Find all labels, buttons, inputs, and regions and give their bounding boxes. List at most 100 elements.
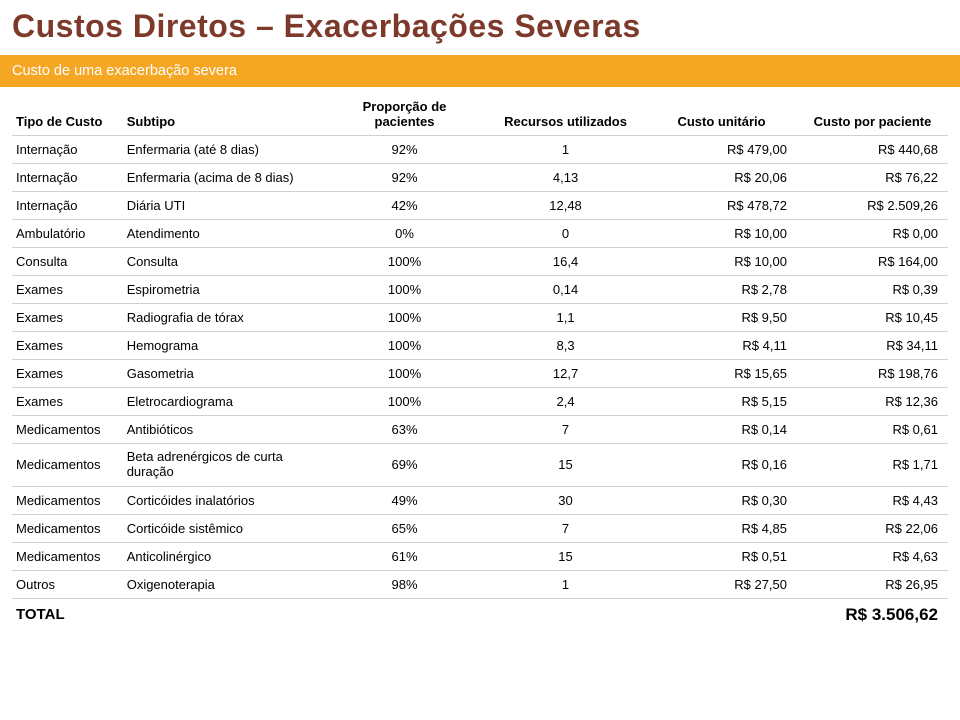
- cell-unitario: R$ 2,78: [646, 276, 797, 304]
- cell-unitario: R$ 27,50: [646, 570, 797, 598]
- cell-paciente: R$ 2.509,26: [797, 192, 948, 220]
- cell-unitario: R$ 0,51: [646, 542, 797, 570]
- cell-subtipo: Corticóides inalatórios: [123, 486, 324, 514]
- table-row: MedicamentosCorticóide sistêmico65%7R$ 4…: [12, 514, 948, 542]
- cell-recursos: 8,3: [485, 332, 646, 360]
- cell-paciente: R$ 0,39: [797, 276, 948, 304]
- cell-proporcao: 49%: [324, 486, 485, 514]
- cell-paciente: R$ 198,76: [797, 360, 948, 388]
- cell-unitario: R$ 10,00: [646, 220, 797, 248]
- cell-tipo: Ambulatório: [12, 220, 123, 248]
- cell-tipo: Internação: [12, 192, 123, 220]
- cell-recursos: 7: [485, 514, 646, 542]
- cost-table-wrap: Tipo de Custo Subtipo Proporção de pacie…: [0, 87, 960, 631]
- cell-proporcao: 65%: [324, 514, 485, 542]
- cell-recursos: 12,48: [485, 192, 646, 220]
- cell-paciente: R$ 26,95: [797, 570, 948, 598]
- table-row: MedicamentosAnticolinérgico61%15R$ 0,51R…: [12, 542, 948, 570]
- table-row: OutrosOxigenoterapia98%1R$ 27,50R$ 26,95: [12, 570, 948, 598]
- table-row: InternaçãoEnfermaria (até 8 dias)92%1R$ …: [12, 136, 948, 164]
- table-row: ConsultaConsulta100%16,4R$ 10,00R$ 164,0…: [12, 248, 948, 276]
- cell-recursos: 30: [485, 486, 646, 514]
- cell-subtipo: Anticolinérgico: [123, 542, 324, 570]
- cell-recursos: 15: [485, 542, 646, 570]
- col-recursos: Recursos utilizados: [485, 97, 646, 136]
- cell-proporcao: 100%: [324, 360, 485, 388]
- cell-unitario: R$ 10,00: [646, 248, 797, 276]
- cell-proporcao: 69%: [324, 444, 485, 487]
- col-subtipo: Subtipo: [123, 97, 324, 136]
- cell-paciente: R$ 12,36: [797, 388, 948, 416]
- cell-paciente: R$ 22,06: [797, 514, 948, 542]
- cell-recursos: 0,14: [485, 276, 646, 304]
- cell-subtipo: Atendimento: [123, 220, 324, 248]
- cell-recursos: 7: [485, 416, 646, 444]
- cell-proporcao: 42%: [324, 192, 485, 220]
- cell-unitario: R$ 4,85: [646, 514, 797, 542]
- cell-recursos: 1,1: [485, 304, 646, 332]
- cell-subtipo: Enfermaria (acima de 8 dias): [123, 164, 324, 192]
- table-row: AmbulatórioAtendimento0%0R$ 10,00R$ 0,00: [12, 220, 948, 248]
- col-proporcao-l2: pacientes: [375, 114, 435, 129]
- col-tipo: Tipo de Custo: [12, 97, 123, 136]
- cell-unitario: R$ 9,50: [646, 304, 797, 332]
- cell-paciente: R$ 4,63: [797, 542, 948, 570]
- cell-proporcao: 100%: [324, 332, 485, 360]
- cell-tipo: Internação: [12, 136, 123, 164]
- table-row: MedicamentosBeta adrenérgicos de curtadu…: [12, 444, 948, 487]
- cell-recursos: 0: [485, 220, 646, 248]
- cell-proporcao: 100%: [324, 276, 485, 304]
- cell-tipo: Medicamentos: [12, 416, 123, 444]
- cell-subtipo: Antibióticos: [123, 416, 324, 444]
- cell-paciente: R$ 164,00: [797, 248, 948, 276]
- cell-tipo: Outros: [12, 570, 123, 598]
- cell-subtipo: Beta adrenérgicos de curtaduração: [123, 444, 324, 487]
- cell-unitario: R$ 0,16: [646, 444, 797, 487]
- col-unitario: Custo unitário: [646, 97, 797, 136]
- cell-proporcao: 92%: [324, 164, 485, 192]
- cell-subtipo: Diária UTI: [123, 192, 324, 220]
- table-row: ExamesEspirometria100%0,14R$ 2,78R$ 0,39: [12, 276, 948, 304]
- cell-unitario: R$ 15,65: [646, 360, 797, 388]
- cell-proporcao: 0%: [324, 220, 485, 248]
- cell-tipo: Consulta: [12, 248, 123, 276]
- cell-subtipo: Gasometria: [123, 360, 324, 388]
- cell-paciente: R$ 76,22: [797, 164, 948, 192]
- cell-paciente: R$ 10,45: [797, 304, 948, 332]
- cell-unitario: R$ 0,30: [646, 486, 797, 514]
- cell-recursos: 1: [485, 570, 646, 598]
- table-row: InternaçãoEnfermaria (acima de 8 dias)92…: [12, 164, 948, 192]
- cell-recursos: 12,7: [485, 360, 646, 388]
- cell-subtipo: Eletrocardiograma: [123, 388, 324, 416]
- table-row: ExamesHemograma100%8,3R$ 4,11R$ 34,11: [12, 332, 948, 360]
- cell-proporcao: 61%: [324, 542, 485, 570]
- cell-unitario: R$ 5,15: [646, 388, 797, 416]
- table-row: ExamesGasometria100%12,7R$ 15,65R$ 198,7…: [12, 360, 948, 388]
- table-body: InternaçãoEnfermaria (até 8 dias)92%1R$ …: [12, 136, 948, 599]
- cell-subtipo: Consulta: [123, 248, 324, 276]
- cell-subtipo: Oxigenoterapia: [123, 570, 324, 598]
- cell-tipo: Exames: [12, 332, 123, 360]
- table-row: InternaçãoDiária UTI42%12,48R$ 478,72R$ …: [12, 192, 948, 220]
- cell-recursos: 15: [485, 444, 646, 487]
- cell-subtipo: Espirometria: [123, 276, 324, 304]
- cell-paciente: R$ 1,71: [797, 444, 948, 487]
- cell-tipo: Internação: [12, 164, 123, 192]
- table-header: Tipo de Custo Subtipo Proporção de pacie…: [12, 97, 948, 136]
- cell-recursos: 2,4: [485, 388, 646, 416]
- table-footer: TOTAL R$ 3.506,62: [12, 598, 948, 631]
- cell-tipo: Exames: [12, 304, 123, 332]
- cost-table: Tipo de Custo Subtipo Proporção de pacie…: [12, 97, 948, 631]
- cell-tipo: Medicamentos: [12, 486, 123, 514]
- cell-paciente: R$ 0,61: [797, 416, 948, 444]
- col-paciente: Custo por paciente: [797, 97, 948, 136]
- cell-tipo: Medicamentos: [12, 542, 123, 570]
- cell-recursos: 1: [485, 136, 646, 164]
- cell-recursos: 4,13: [485, 164, 646, 192]
- cell-subtipo: Enfermaria (até 8 dias): [123, 136, 324, 164]
- table-row: ExamesEletrocardiograma100%2,4R$ 5,15R$ …: [12, 388, 948, 416]
- cell-unitario: R$ 479,00: [646, 136, 797, 164]
- cell-tipo: Medicamentos: [12, 444, 123, 487]
- cell-proporcao: 100%: [324, 304, 485, 332]
- cell-paciente: R$ 4,43: [797, 486, 948, 514]
